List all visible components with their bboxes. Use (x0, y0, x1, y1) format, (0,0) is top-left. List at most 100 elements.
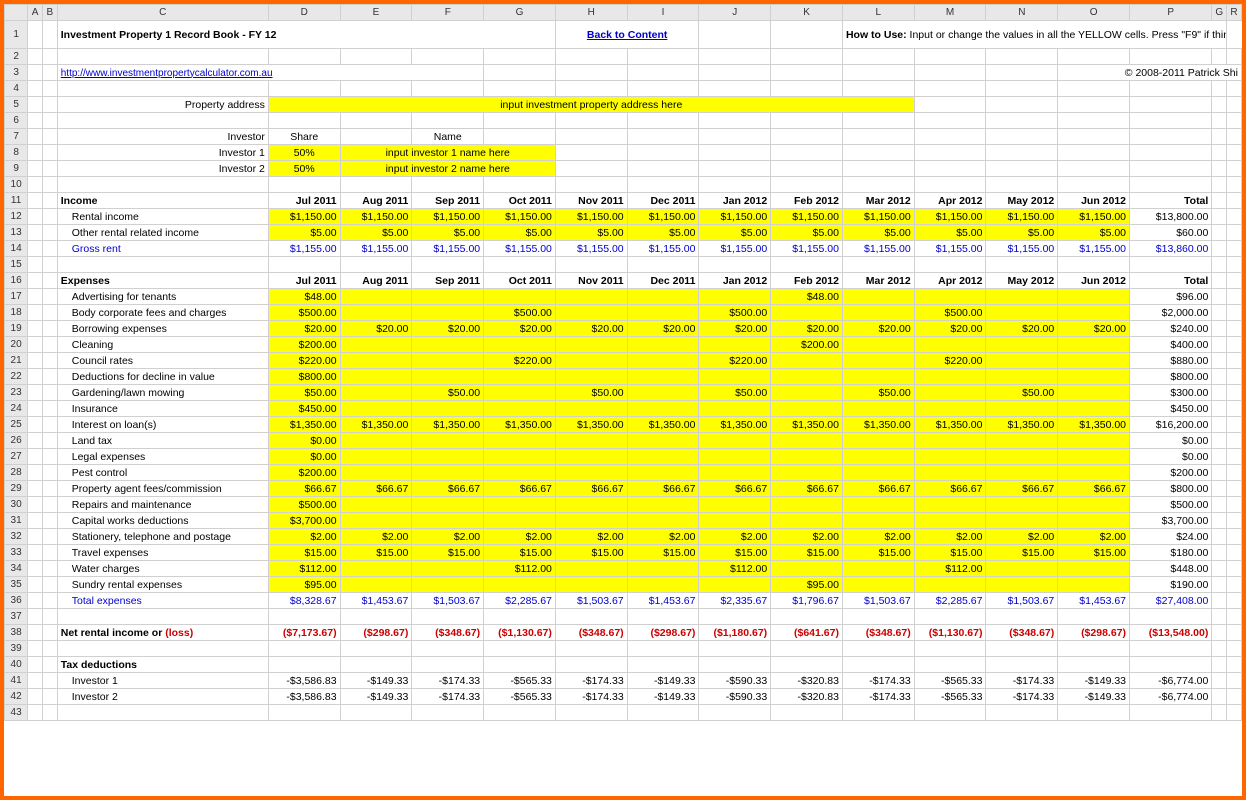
cell[interactable] (1227, 417, 1242, 433)
row-hdr[interactable]: 27 (5, 449, 28, 465)
row-hdr[interactable]: 14 (5, 241, 28, 257)
data-cell[interactable] (627, 289, 699, 305)
data-cell[interactable] (914, 385, 986, 401)
data-cell[interactable]: $200.00 (268, 337, 340, 353)
cell[interactable] (986, 145, 1058, 161)
data-cell[interactable] (914, 465, 986, 481)
cell[interactable] (555, 657, 627, 673)
cell[interactable] (1058, 129, 1130, 145)
col-hdr[interactable]: D (268, 5, 340, 21)
data-cell[interactable] (986, 465, 1058, 481)
data-cell[interactable]: $2.00 (340, 529, 412, 545)
cell[interactable] (1058, 657, 1130, 673)
data-cell[interactable]: $450.00 (268, 401, 340, 417)
cell[interactable] (627, 81, 699, 97)
cell[interactable] (42, 609, 57, 625)
cell[interactable] (1130, 49, 1212, 65)
cell[interactable] (1130, 257, 1212, 273)
data-cell[interactable]: $2.00 (699, 529, 771, 545)
cell[interactable] (699, 657, 771, 673)
cell[interactable] (42, 49, 57, 65)
cell[interactable] (1227, 401, 1242, 417)
data-cell[interactable] (340, 449, 412, 465)
data-cell[interactable]: $20.00 (986, 321, 1058, 337)
cell[interactable] (28, 257, 43, 273)
cell[interactable] (914, 657, 986, 673)
data-cell[interactable]: $1,150.00 (268, 209, 340, 225)
data-cell[interactable]: $20.00 (627, 321, 699, 337)
data-cell[interactable]: $48.00 (771, 289, 843, 305)
data-cell[interactable]: $1,150.00 (771, 209, 843, 225)
data-cell[interactable]: $50.00 (699, 385, 771, 401)
data-cell[interactable] (555, 305, 627, 321)
data-cell[interactable]: $500.00 (268, 497, 340, 513)
cell[interactable] (1212, 113, 1227, 129)
cell[interactable] (268, 81, 340, 97)
cell[interactable] (1212, 81, 1227, 97)
data-cell[interactable]: $5.00 (627, 225, 699, 241)
data-cell[interactable] (340, 401, 412, 417)
cell[interactable] (268, 657, 340, 673)
cell[interactable] (1212, 673, 1227, 689)
data-cell[interactable] (412, 337, 484, 353)
cell[interactable] (699, 705, 771, 721)
cell[interactable] (842, 113, 914, 129)
row-hdr[interactable]: 31 (5, 513, 28, 529)
data-cell[interactable]: $95.00 (771, 577, 843, 593)
cell[interactable] (1212, 273, 1227, 289)
col-hdr[interactable]: R (1227, 5, 1242, 21)
cell[interactable] (555, 129, 627, 145)
cell[interactable] (484, 129, 556, 145)
cell[interactable] (842, 609, 914, 625)
data-cell[interactable] (484, 577, 556, 593)
data-cell[interactable]: $5.00 (555, 225, 627, 241)
data-cell[interactable]: $15.00 (412, 545, 484, 561)
cell[interactable] (842, 65, 914, 81)
corner-cell[interactable] (5, 5, 28, 21)
data-cell[interactable]: $500.00 (268, 305, 340, 321)
data-cell[interactable]: $20.00 (771, 321, 843, 337)
data-cell[interactable]: $50.00 (842, 385, 914, 401)
row-hdr[interactable]: 30 (5, 497, 28, 513)
row-hdr[interactable]: 20 (5, 337, 28, 353)
cell[interactable] (28, 609, 43, 625)
data-cell[interactable] (986, 289, 1058, 305)
data-cell[interactable] (914, 497, 986, 513)
data-cell[interactable] (771, 561, 843, 577)
data-cell[interactable] (627, 577, 699, 593)
row-hdr[interactable]: 19 (5, 321, 28, 337)
row-hdr[interactable]: 22 (5, 369, 28, 385)
cell[interactable] (57, 257, 268, 273)
cell[interactable] (1227, 177, 1242, 193)
cell[interactable] (1227, 545, 1242, 561)
cell[interactable] (1227, 609, 1242, 625)
data-cell[interactable]: $1,350.00 (412, 417, 484, 433)
cell[interactable] (1227, 113, 1242, 129)
data-cell[interactable]: $15.00 (1058, 545, 1130, 561)
cell[interactable] (627, 705, 699, 721)
cell[interactable] (699, 49, 771, 65)
cell[interactable] (1227, 705, 1242, 721)
data-cell[interactable]: $1,155.00 (412, 241, 484, 257)
data-cell[interactable] (484, 513, 556, 529)
cell[interactable] (914, 609, 986, 625)
cell[interactable] (484, 81, 556, 97)
data-cell[interactable]: $0.00 (268, 433, 340, 449)
cell[interactable] (986, 609, 1058, 625)
cell[interactable] (1212, 577, 1227, 593)
data-cell[interactable]: $1,350.00 (484, 417, 556, 433)
data-cell[interactable] (627, 561, 699, 577)
data-cell[interactable] (627, 385, 699, 401)
col-hdr[interactable]: L (842, 5, 914, 21)
data-cell[interactable]: $2,285.67 (914, 593, 986, 609)
cell[interactable] (1227, 97, 1242, 113)
cell[interactable] (842, 641, 914, 657)
cell[interactable] (914, 641, 986, 657)
data-cell[interactable] (555, 577, 627, 593)
row-hdr[interactable]: 38 (5, 625, 28, 641)
cell[interactable] (627, 113, 699, 129)
row-hdr[interactable]: 41 (5, 673, 28, 689)
data-cell[interactable]: $5.00 (914, 225, 986, 241)
cell[interactable] (57, 113, 268, 129)
data-cell[interactable]: $112.00 (699, 561, 771, 577)
